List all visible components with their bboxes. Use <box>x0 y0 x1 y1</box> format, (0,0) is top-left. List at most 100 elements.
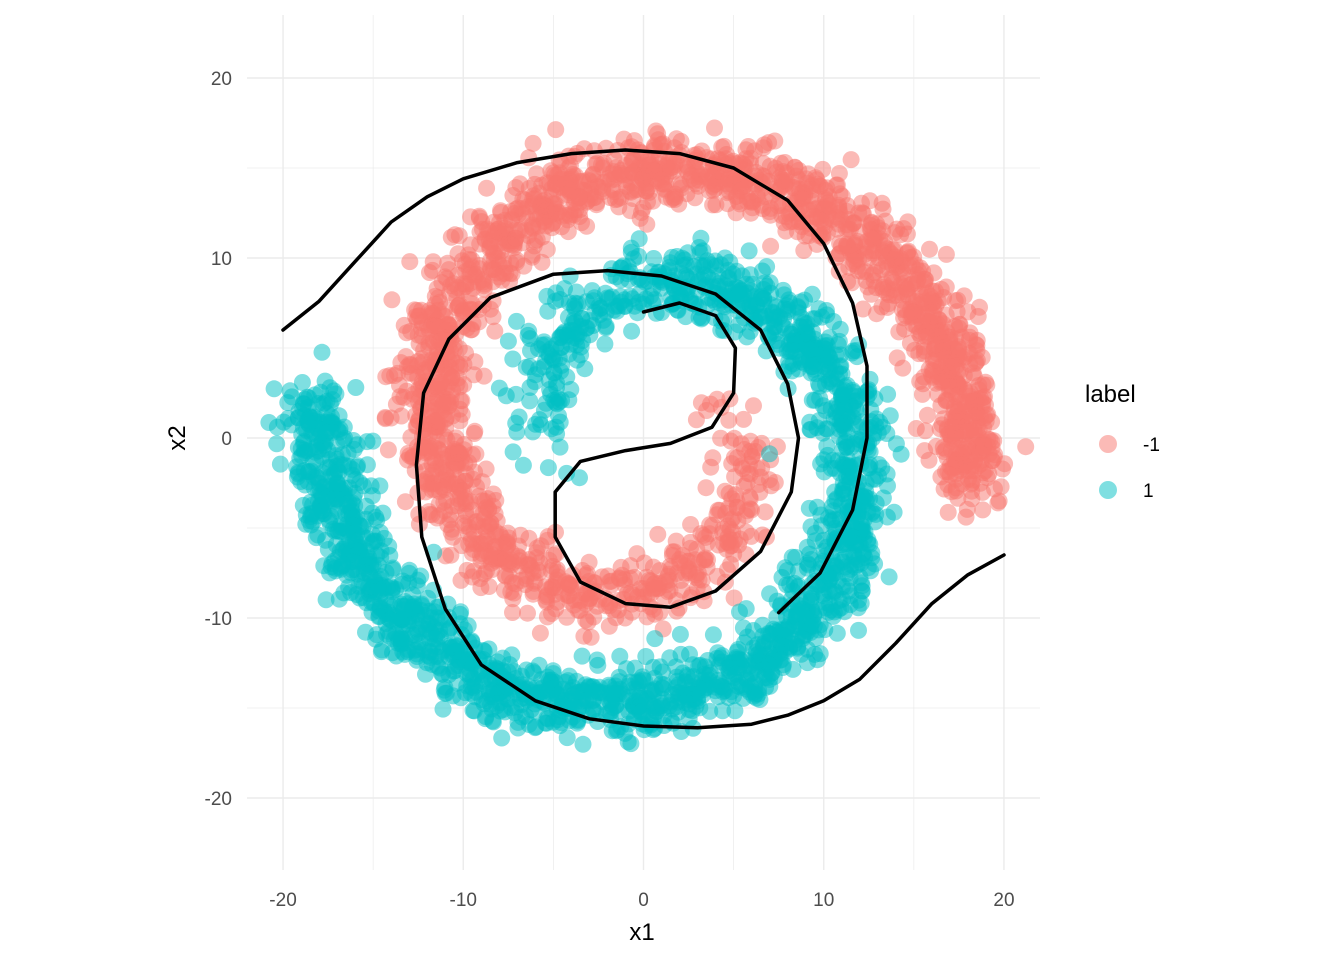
data-point <box>921 240 938 258</box>
data-point <box>878 508 896 526</box>
x-tick-label: 10 <box>813 890 834 911</box>
data-point <box>561 576 579 594</box>
data-point <box>486 322 504 340</box>
data-point <box>582 628 600 646</box>
data-point <box>452 603 470 621</box>
data-point <box>850 591 867 609</box>
data-point <box>716 482 734 500</box>
data-point <box>842 151 860 169</box>
data-point <box>358 433 376 451</box>
data-point <box>444 645 462 663</box>
data-point <box>524 134 542 152</box>
data-point <box>607 191 624 209</box>
data-point <box>838 203 856 220</box>
data-point <box>845 252 863 270</box>
data-point <box>823 498 841 516</box>
data-point <box>880 568 898 586</box>
data-point <box>350 516 368 534</box>
data-point <box>861 216 879 234</box>
data-point <box>522 342 539 360</box>
data-point <box>646 291 664 309</box>
x-tick-label: 20 <box>993 890 1014 911</box>
data-point <box>577 293 595 311</box>
data-point <box>573 647 591 665</box>
data-point <box>804 340 822 358</box>
data-point <box>420 426 438 444</box>
data-point <box>560 667 578 685</box>
data-point <box>745 397 762 415</box>
data-point <box>720 411 738 429</box>
data-point <box>504 350 522 368</box>
data-point <box>596 335 614 353</box>
data-point <box>571 469 588 487</box>
data-point <box>804 193 822 211</box>
data-point <box>313 464 331 482</box>
data-point <box>502 203 520 220</box>
data-point <box>482 695 499 713</box>
data-point <box>538 287 556 305</box>
data-point <box>363 487 381 505</box>
y-tick-label: 10 <box>211 249 232 270</box>
data-point <box>892 265 910 283</box>
data-point <box>756 503 774 521</box>
data-point <box>726 702 744 720</box>
data-point <box>918 406 936 424</box>
data-point <box>833 410 851 428</box>
data-point <box>707 196 725 214</box>
data-point <box>774 659 792 676</box>
legend-entries: -1 1 <box>1099 435 1160 502</box>
data-point <box>598 705 615 723</box>
data-point <box>622 735 640 753</box>
data-point <box>496 566 514 584</box>
data-point <box>481 548 498 565</box>
data-point <box>424 253 442 271</box>
data-point <box>639 179 657 197</box>
data-point <box>530 360 548 378</box>
data-point <box>271 455 289 473</box>
data-point <box>293 374 311 391</box>
boundary-curve-inner <box>414 268 1006 730</box>
x-tick-label: -20 <box>269 890 296 911</box>
data-point <box>760 655 778 673</box>
data-point <box>818 306 836 324</box>
data-point <box>525 664 543 682</box>
x-tick-label: 0 <box>638 890 649 911</box>
data-point <box>348 586 366 603</box>
data-point <box>528 165 546 183</box>
data-point <box>604 685 622 703</box>
data-point <box>307 529 325 547</box>
data-point <box>901 334 919 352</box>
data-point <box>615 130 633 148</box>
data-point <box>342 500 360 517</box>
data-point <box>449 279 467 297</box>
data-point <box>798 174 816 192</box>
data-point <box>459 524 477 542</box>
data-point <box>792 309 810 327</box>
data-point <box>735 177 753 195</box>
data-point <box>408 302 426 319</box>
data-point <box>317 424 335 442</box>
x-axis-title: x1 <box>629 919 654 946</box>
data-point <box>955 367 973 384</box>
data-point <box>931 420 949 438</box>
data-point <box>805 207 822 225</box>
data-point <box>578 217 596 235</box>
data-point <box>480 578 498 595</box>
data-point <box>533 253 551 271</box>
data-point <box>720 182 738 200</box>
data-point <box>766 474 784 491</box>
data-point <box>441 511 459 529</box>
data-point <box>708 567 726 585</box>
data-point <box>573 309 591 327</box>
data-point <box>395 601 413 619</box>
data-point <box>704 168 722 186</box>
data-point <box>645 250 663 267</box>
data-point <box>410 335 428 353</box>
data-point <box>417 665 434 683</box>
data-point <box>585 608 603 626</box>
data-point <box>268 435 286 453</box>
data-point <box>693 571 711 589</box>
data-point <box>904 303 922 321</box>
data-point <box>668 672 686 690</box>
data-point <box>802 421 820 439</box>
